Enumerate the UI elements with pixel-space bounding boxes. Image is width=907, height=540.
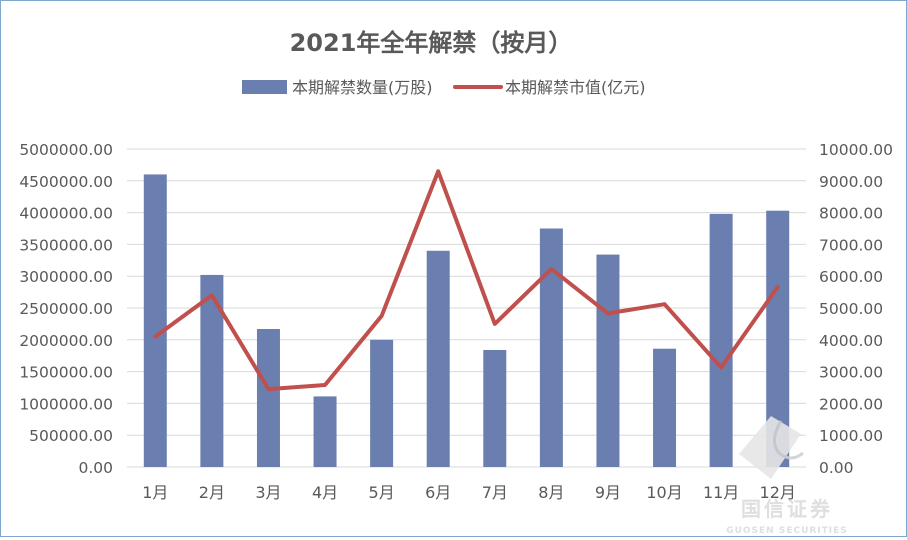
- category-label: 7月: [482, 483, 508, 502]
- bar: [596, 254, 620, 467]
- left-tick-label: 4000000.00: [19, 205, 113, 223]
- line-point: [664, 303, 666, 305]
- line-point: [381, 315, 383, 317]
- left-tick-label: 0.00: [78, 459, 113, 477]
- watermark-logo-arc: [773, 420, 804, 460]
- chart-title: 2021年全年解禁（按月）: [290, 29, 573, 57]
- bar: [256, 328, 280, 467]
- line-point: [550, 268, 552, 270]
- watermark-subtext: GUOSEN SECURITIES: [726, 526, 848, 536]
- bar: [766, 210, 790, 467]
- category-label: 10月: [646, 483, 682, 502]
- left-tick-label: 3000000.00: [19, 268, 113, 286]
- bar: [200, 274, 224, 467]
- bar: [370, 339, 394, 467]
- left-tick-label: 1500000.00: [19, 364, 113, 382]
- right-axis-ticks: 0.00 1000.00 2000.00 3000.00 4000.00 5000.00 6…: [819, 141, 893, 477]
- legend-label-line: 本期解禁市值(亿元): [505, 78, 646, 97]
- bar: [143, 174, 167, 467]
- bar: [539, 228, 563, 467]
- left-axis-ticks: 0.00 500000.00 1000000.00 1500000.00 2000000…: [19, 141, 113, 477]
- category-label: 11月: [703, 483, 739, 502]
- line-point: [777, 286, 779, 288]
- legend-swatch-bar: [242, 80, 287, 94]
- category-label: 6月: [425, 483, 451, 502]
- series-line: [153, 169, 780, 392]
- watermark-logo-icon: [739, 416, 801, 479]
- line-point: [211, 294, 213, 296]
- left-tick-label: 1000000.00: [19, 395, 113, 413]
- category-label: 4月: [312, 483, 338, 502]
- line-point: [324, 384, 326, 386]
- right-tick-label: 1000.00: [819, 427, 883, 445]
- right-tick-label: 2000.00: [819, 395, 883, 413]
- line-point: [154, 336, 156, 338]
- bar: [426, 250, 450, 467]
- category-label: 2月: [199, 483, 225, 502]
- gridlines: [127, 148, 806, 468]
- line-point: [437, 170, 439, 172]
- bar: [709, 213, 733, 467]
- line-point: [720, 366, 722, 368]
- right-tick-label: 5000.00: [819, 300, 883, 318]
- line-point: [607, 312, 609, 314]
- bar-series: [143, 174, 790, 467]
- right-tick-label: 7000.00: [819, 236, 883, 254]
- bar: [483, 349, 507, 467]
- line-point: [494, 323, 496, 325]
- right-tick-label: 6000.00: [819, 268, 883, 286]
- category-label: 1月: [142, 483, 168, 502]
- left-tick-label: 4500000.00: [19, 173, 113, 191]
- right-tick-label: 0.00: [819, 459, 854, 477]
- line-series: [153, 169, 780, 392]
- watermark: 国信证券 GUOSEN SECURITIES: [726, 416, 848, 536]
- legend: 本期解禁数量(万股) 本期解禁市值(亿元): [242, 78, 646, 97]
- left-tick-label: 3500000.00: [19, 236, 113, 254]
- bar: [653, 348, 677, 467]
- right-tick-label: 8000.00: [819, 205, 883, 223]
- right-tick-label: 9000.00: [819, 173, 883, 191]
- legend-label-bar: 本期解禁数量(万股): [292, 78, 433, 97]
- bar: [313, 396, 337, 467]
- category-label: 5月: [369, 483, 395, 502]
- category-label: 12月: [760, 483, 796, 502]
- left-tick-label: 5000000.00: [19, 141, 113, 159]
- category-label: 9月: [595, 483, 621, 502]
- left-tick-label: 2000000.00: [19, 332, 113, 350]
- right-tick-label: 4000.00: [819, 332, 883, 350]
- category-label: 8月: [538, 483, 564, 502]
- category-label: 3月: [255, 483, 281, 502]
- right-tick-label: 3000.00: [819, 364, 883, 382]
- right-tick-label: 10000.00: [819, 141, 893, 159]
- category-labels: 1月 2月 3月 4月 5月 6月 7月 8月 9月 10月 11月 12月: [142, 483, 796, 502]
- line-point: [267, 388, 269, 390]
- left-tick-label: 2500000.00: [19, 300, 113, 318]
- left-tick-label: 500000.00: [29, 427, 113, 445]
- watermark-text: 国信证券: [741, 497, 833, 521]
